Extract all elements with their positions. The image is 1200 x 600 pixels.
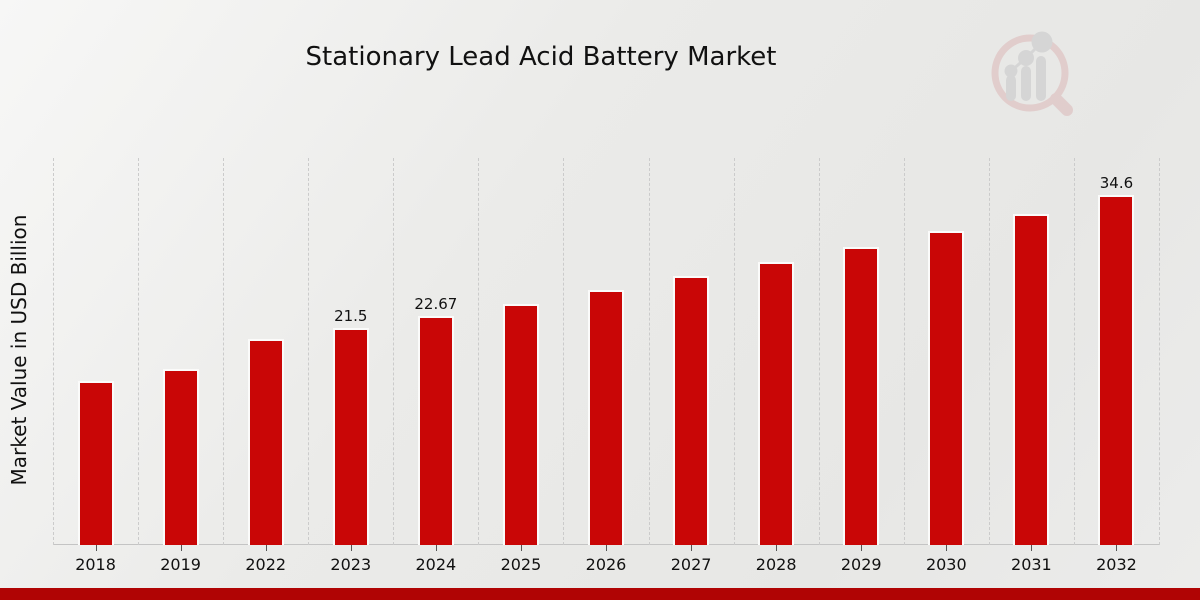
x-tick-label-2022: 2022 [245, 555, 287, 574]
vertical-gridline [1073, 158, 1075, 545]
logo-bar-large [1036, 56, 1046, 101]
x-tick-label-2027: 2027 [670, 555, 712, 574]
x-axis-tick [776, 545, 778, 551]
x-axis-tick [606, 545, 607, 551]
logo-lens-circle [991, 34, 1069, 112]
vertical-gridline [53, 158, 54, 545]
vertical-gridline [988, 158, 990, 545]
vertical-gridline [393, 158, 395, 545]
magnifier-bar-chart-trend-logo-icon [991, 31, 1073, 116]
x-tick-label-2028: 2028 [755, 555, 797, 574]
x-axis-tick [861, 545, 863, 551]
vertical-gridline [1159, 158, 1160, 545]
bar-2019 [162, 369, 199, 545]
bar-value-label-2023: 21.5 [334, 307, 368, 325]
x-tick-label-2032: 2032 [1096, 555, 1137, 574]
vertical-gridline [478, 158, 480, 545]
vertical-gridline [818, 158, 820, 545]
vertical-gridline [138, 158, 140, 545]
bar-2018 [77, 381, 114, 545]
bottom-red-band [0, 588, 1200, 600]
x-tick-label-2018: 2018 [75, 555, 116, 574]
x-axis-tick [265, 545, 267, 551]
vertical-gridline [733, 158, 735, 545]
bar-2029 [843, 247, 880, 545]
bar-2027 [673, 276, 710, 545]
x-tick-label-2019: 2019 [160, 555, 201, 574]
x-tick-label-2026: 2026 [585, 555, 627, 574]
vertical-gridline [648, 158, 650, 545]
vertical-gridline [563, 158, 565, 545]
bar-2032 [1098, 195, 1135, 545]
x-axis-tick [1116, 545, 1118, 551]
logo-bar-small [1006, 75, 1016, 101]
x-tick-label-2023: 2023 [330, 555, 372, 574]
bar-value-label-2032: 34.6 [1099, 174, 1134, 192]
bar-2025 [502, 304, 539, 545]
y-axis-label: Market Value in USD Billion [7, 214, 31, 486]
vertical-gridline [308, 158, 310, 545]
bar-2023 [332, 328, 369, 545]
vertical-gridline [903, 158, 905, 545]
bar-2024 [417, 316, 454, 545]
x-axis-tick [946, 545, 948, 551]
x-tick-label-2030: 2030 [925, 555, 967, 574]
logo-dot-medium [1018, 50, 1034, 66]
bar-2026 [588, 290, 624, 545]
x-axis-tick [1031, 545, 1033, 551]
bar-2031 [1013, 214, 1050, 545]
x-tick-label-2031: 2031 [1011, 555, 1052, 574]
x-axis-tick [691, 545, 693, 551]
chart-title: Stationary Lead Acid Battery Market [305, 42, 777, 72]
bar-2022 [247, 339, 284, 545]
x-tick-label-2025: 2025 [500, 555, 542, 574]
x-tick-label-2029: 2029 [840, 555, 882, 574]
plot-area: 2018 2019 2022 21.5 2023 22.67 2024 2025 2026 202… [53, 155, 1160, 574]
x-tick-label-2024: 2024 [415, 555, 457, 574]
x-axis-tick [95, 545, 97, 551]
logo-handle [1050, 93, 1073, 116]
logo-dot-small [1004, 64, 1018, 78]
bar-value-label-2024: 22.67 [414, 295, 458, 313]
bar-2028 [758, 262, 795, 545]
x-axis-tick [520, 545, 522, 551]
vertical-gridline [223, 158, 225, 545]
x-axis-tick [350, 545, 352, 551]
bar-2030 [928, 231, 965, 545]
logo-bar-medium [1021, 66, 1031, 101]
x-axis-tick [435, 545, 437, 551]
logo-dot-large [1031, 31, 1053, 53]
x-axis-tick [180, 545, 182, 551]
